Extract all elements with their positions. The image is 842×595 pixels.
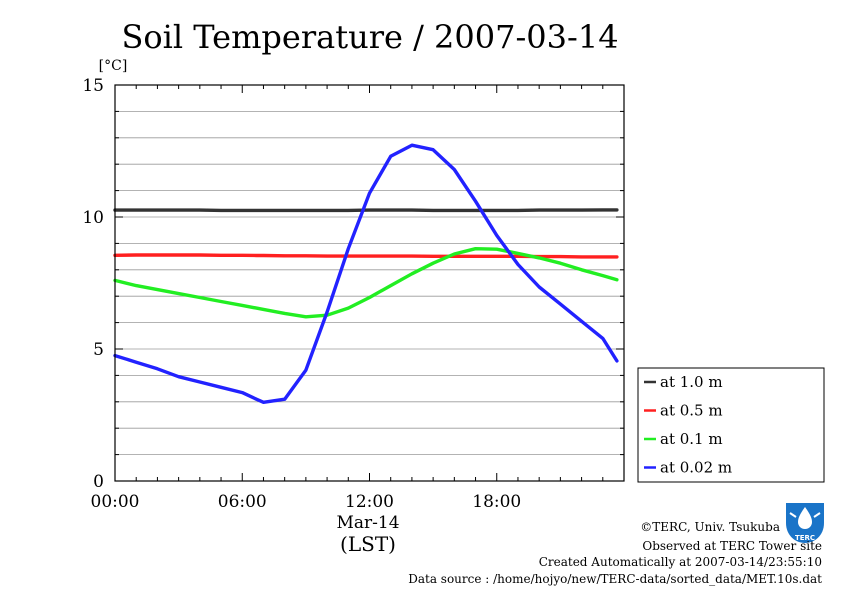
legend-label: at 0.5 m xyxy=(660,402,723,420)
chart-title: Soil Temperature / 2007-03-14 xyxy=(121,18,618,56)
legend-label: at 0.02 m xyxy=(660,459,732,477)
plot-frame xyxy=(114,84,625,482)
legend-label: at 1.0 m xyxy=(660,373,723,391)
y-axis-unit: [°C] xyxy=(99,58,128,74)
y-axis-ticks: 0 5 10 15 xyxy=(82,76,624,492)
series-line-3 xyxy=(113,247,619,319)
y-tick-label: 10 xyxy=(82,208,104,228)
x-tick-label: 06:00 xyxy=(218,492,267,512)
y-tick-label: 15 xyxy=(82,76,104,96)
series-line-2 xyxy=(113,253,619,259)
series-line-1 xyxy=(113,208,619,213)
x-tick-label: 00:00 xyxy=(91,492,140,512)
series-line-4 xyxy=(113,143,619,404)
x-axis-timezone-label: (LST) xyxy=(340,532,396,556)
credit-created: Created Automatically at 2007-03-14/23:5… xyxy=(539,555,822,569)
credits: ©TERC, Univ. Tsukuba Observed at TERC To… xyxy=(408,520,822,586)
credit-source: Data source : /home/hojyo/new/TERC-data/… xyxy=(408,572,822,586)
y-tick-label: 5 xyxy=(93,340,104,360)
legend: at 1.0 m at 0.5 m at 0.1 m at 0.02 m xyxy=(637,367,825,483)
y-tick-label: 0 xyxy=(93,472,104,492)
series-lines xyxy=(113,143,619,404)
x-axis-ticks: 00:00 06:00 12:00 18:00 xyxy=(91,85,625,512)
terc-logo: TERC xyxy=(786,503,824,543)
credit-copyright: ©TERC, Univ. Tsukuba xyxy=(640,520,780,534)
credit-site: Observed at TERC Tower site xyxy=(642,539,822,553)
gridlines xyxy=(115,111,624,456)
logo-text: TERC xyxy=(795,534,815,542)
legend-label: at 0.1 m xyxy=(660,430,723,448)
legend-box xyxy=(637,367,825,483)
x-tick-label: 18:00 xyxy=(472,492,521,512)
x-tick-label: 12:00 xyxy=(345,492,394,512)
x-axis-date-label: Mar-14 xyxy=(336,513,399,533)
